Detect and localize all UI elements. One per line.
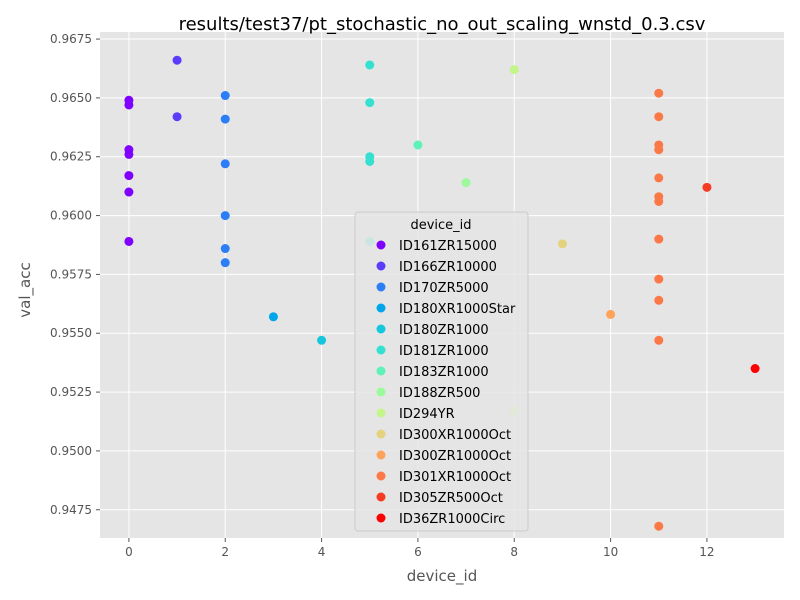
y-tick-label: 0.9550 — [50, 326, 92, 340]
data-point — [654, 112, 664, 122]
data-point — [220, 258, 230, 268]
legend-entry-label: ID161ZR15000 — [399, 239, 497, 254]
y-axis-ticks: 0.9475 0.9500 0.9525 0.9550 0.9575 0.9600 0.96… — [50, 32, 100, 517]
legend-entry-label: ID300ZR1000Oct — [399, 449, 511, 464]
legend-entry-label: ID188ZR500 — [399, 386, 480, 401]
legend-marker — [376, 513, 386, 523]
data-point — [124, 149, 134, 159]
x-tick-label: 0 — [125, 545, 133, 559]
data-point — [365, 60, 375, 70]
legend-entry-label: ID170ZR5000 — [399, 281, 489, 296]
data-point — [172, 55, 182, 65]
y-tick-label: 0.9575 — [50, 267, 92, 281]
legend-entry-label: ID166ZR10000 — [399, 260, 497, 275]
chart-title: results/test37/pt_stochastic_no_out_scal… — [179, 14, 706, 35]
data-point — [654, 145, 664, 155]
legend-entry-label: ID294YR — [399, 407, 455, 422]
data-point — [124, 100, 134, 110]
data-point — [220, 159, 230, 169]
data-point — [220, 244, 230, 254]
data-point — [172, 112, 182, 122]
legend: device_id ID161ZR15000 ID166ZR10000 ID170Z… — [354, 211, 529, 532]
x-tick-label: 2 — [221, 545, 229, 559]
legend-marker — [376, 450, 386, 460]
y-tick-label: 0.9625 — [50, 150, 92, 164]
legend-entry-label: ID183ZR1000 — [399, 365, 489, 380]
legend-marker — [376, 408, 386, 418]
data-point — [268, 312, 278, 322]
data-point — [654, 234, 664, 244]
legend-entry-label: ID305ZR500Oct — [399, 491, 503, 506]
legend-marker — [376, 387, 386, 397]
x-tick-label: 4 — [318, 545, 326, 559]
data-point — [220, 114, 230, 124]
x-tick-label: 12 — [699, 545, 714, 559]
legend-entry-label: ID181ZR1000 — [399, 344, 489, 359]
y-axis-label: val_acc — [16, 262, 35, 317]
x-tick-label: 10 — [603, 545, 618, 559]
legend-entry-label: ID180XR1000Star — [399, 302, 516, 317]
legend-marker — [376, 324, 386, 334]
legend-box — [354, 211, 529, 532]
legend-entry-label: ID300XR1000Oct — [399, 428, 511, 443]
data-point — [702, 182, 712, 192]
data-point — [365, 98, 375, 108]
legend-marker — [376, 366, 386, 376]
data-point — [220, 211, 230, 221]
data-points — [124, 55, 760, 531]
data-point — [654, 88, 664, 98]
y-tick-label: 0.9675 — [50, 32, 92, 46]
legend-entry-label: ID36ZR1000Circ — [399, 512, 505, 527]
data-point — [654, 274, 664, 284]
legend-entry-label: ID301XR1000Oct — [399, 470, 511, 485]
legend-marker — [376, 303, 386, 313]
legend-marker — [376, 471, 386, 481]
x-tick-label: 8 — [510, 545, 518, 559]
data-point — [124, 171, 134, 181]
y-tick-label: 0.9600 — [50, 209, 92, 223]
legend-entry-label: ID180ZR1000 — [399, 323, 489, 338]
legend-marker — [376, 345, 386, 355]
data-point — [557, 239, 567, 249]
legend-items: ID161ZR15000 ID166ZR10000 ID170ZR5000 ID180… — [376, 239, 516, 527]
x-tick-label: 6 — [414, 545, 422, 559]
data-point — [509, 65, 519, 75]
data-point — [654, 295, 664, 305]
data-point — [654, 521, 664, 531]
y-tick-label: 0.9525 — [50, 385, 92, 399]
legend-marker — [376, 429, 386, 439]
y-tick-label: 0.9500 — [50, 444, 92, 458]
legend-marker — [376, 492, 386, 502]
data-point — [750, 364, 760, 374]
legend-marker — [376, 282, 386, 292]
data-point — [317, 335, 327, 345]
y-tick-label: 0.9650 — [50, 91, 92, 105]
legend-marker — [376, 261, 386, 271]
data-point — [413, 140, 423, 150]
data-point — [461, 178, 471, 188]
data-point — [124, 236, 134, 246]
data-point — [365, 156, 375, 166]
data-point — [654, 173, 664, 183]
legend-marker — [376, 240, 386, 250]
x-axis-label: device_id — [407, 567, 477, 586]
y-tick-label: 0.9475 — [50, 503, 92, 517]
data-point — [220, 91, 230, 101]
legend-title: device_id — [410, 218, 471, 233]
data-point — [654, 335, 664, 345]
x-axis-ticks: 0 2 4 6 8 10 12 — [125, 538, 715, 559]
data-point — [606, 309, 616, 319]
data-point — [124, 187, 134, 197]
data-point — [654, 196, 664, 206]
